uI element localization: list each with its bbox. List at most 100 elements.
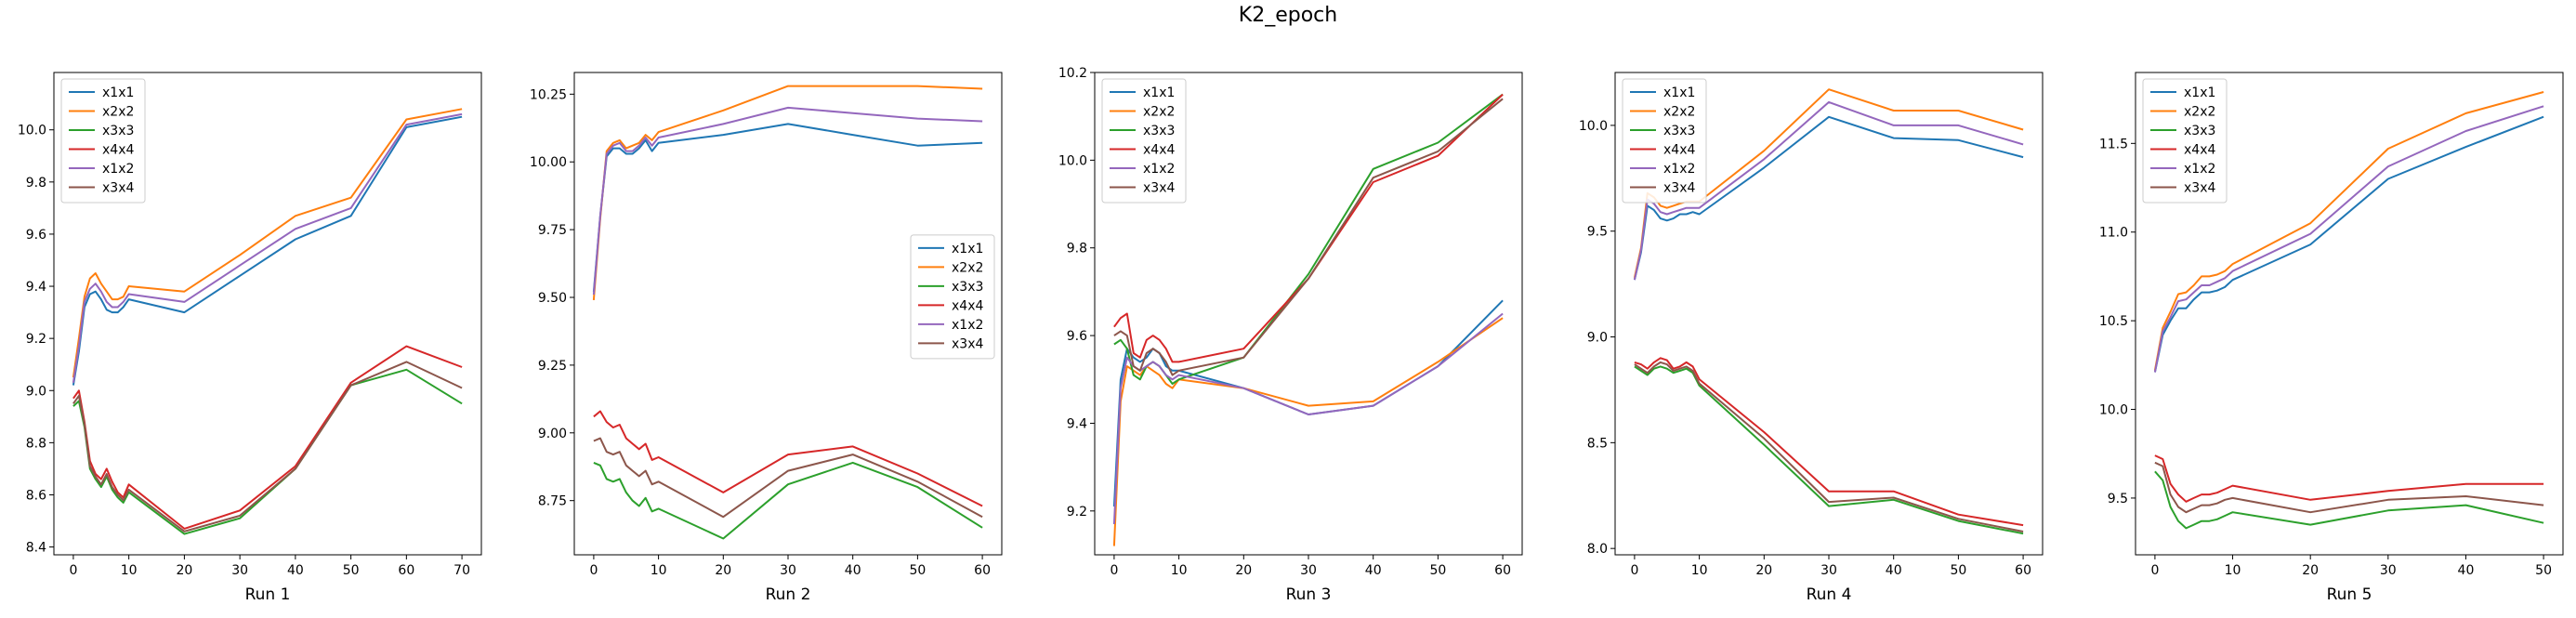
legend-box: [2142, 78, 2228, 204]
legend-box: [910, 234, 995, 360]
series-line-x1x1: [2153, 115, 2544, 373]
x-tick-label: 50: [909, 563, 926, 578]
legend-label-x1x2: x1x2: [1143, 162, 1175, 177]
series-line-x1x2: [1112, 312, 1504, 525]
y-tick-label: 9.2: [26, 332, 46, 347]
y-tick-label: 9.75: [538, 223, 567, 238]
legend-label-x2x2: x2x2: [1143, 105, 1175, 120]
series-line-x1x1: [72, 115, 463, 386]
legend-label-x1x1: x1x1: [952, 242, 983, 256]
series-line-x1x1: [1633, 115, 2024, 281]
legend: x1x1 x2x2 x3x3 x4x4 x1x2 x3x4: [2142, 78, 2228, 204]
x-axis-label: Run 5: [2327, 585, 2372, 604]
y-tick-label: 8.4: [26, 541, 46, 556]
x-tick-label: 10: [1171, 563, 1188, 578]
chart-panel-1: 0 10 20 30 40 50 60 70 8.4 8.6 8.8 9.0 9.2 9.4 9.6 9.8 1…: [18, 72, 482, 604]
chart-panel-3: 0 10 20 30 40 50 60 9.2 9.4 9.6 9.8 10.0 10.2 Run 3 x1…: [1058, 66, 1523, 604]
x-tick-label: 0: [1630, 563, 1638, 578]
series-line-x2x2: [592, 85, 983, 300]
x-tick-label: 60: [398, 563, 414, 578]
series-line-x3x4: [1113, 98, 1504, 376]
legend-label-x1x1: x1x1: [1143, 85, 1175, 100]
y-tick-label: 9.4: [1067, 416, 1087, 431]
legend: x1x1 x2x2 x3x3 x4x4 x1x2 x3x4: [1101, 78, 1187, 204]
series-line-x2x2: [72, 108, 463, 378]
legend-label-x3x4: x3x4: [1663, 181, 1695, 196]
legend-box: [1622, 78, 1707, 204]
series-line-x1x1: [592, 123, 983, 293]
x-tick-label: 0: [589, 563, 598, 578]
y-tick-label: 11.5: [2099, 137, 2128, 151]
plot-frame: [53, 72, 482, 556]
series-line-x1x1: [1112, 299, 1504, 507]
legend-label-x4x4: x4x4: [952, 298, 983, 313]
x-tick-label: 0: [2150, 563, 2159, 578]
y-tick-label: 10.00: [530, 155, 567, 170]
x-tick-label: 20: [2302, 563, 2319, 578]
y-tick-label: 9.8: [26, 176, 46, 191]
y-tick-label: 8.6: [26, 488, 46, 503]
x-tick-label: 50: [1950, 563, 1966, 578]
y-tick-label: 10.0: [2099, 403, 2128, 418]
x-tick-label: 20: [715, 563, 731, 578]
legend-label-x3x3: x3x3: [1143, 124, 1175, 138]
legend-label-x1x2: x1x2: [102, 162, 134, 177]
x-tick-label: 10: [121, 563, 138, 578]
series-line-x3x4: [72, 361, 463, 533]
x-tick-label: 10: [651, 563, 667, 578]
series-line-x4x4: [1634, 357, 2024, 527]
x-tick-label: 60: [974, 563, 991, 578]
legend-label-x3x3: x3x3: [2184, 124, 2215, 138]
legend-label-x1x1: x1x1: [102, 85, 134, 100]
series-line-x3x3: [593, 461, 983, 540]
legend-box: [1101, 78, 1187, 204]
chart-panel-2: 0 10 20 30 40 50 60 8.75 9.00 9.25 9.50 9.75 10.00 10…: [530, 72, 1003, 604]
x-tick-label: 30: [1300, 563, 1317, 578]
legend-label-x3x4: x3x4: [1143, 181, 1175, 196]
x-tick-label: 0: [1110, 563, 1118, 578]
legend-label-x4x4: x4x4: [1143, 143, 1175, 158]
legend-label-x2x2: x2x2: [102, 105, 134, 120]
x-tick-label: 10: [1691, 563, 1708, 578]
y-tick-label: 9.8: [1067, 242, 1087, 256]
x-axis-label: Run 1: [245, 585, 291, 604]
y-tick-label: 10.5: [2099, 314, 2128, 329]
x-tick-label: 30: [2380, 563, 2397, 578]
x-tick-label: 30: [780, 563, 796, 578]
y-tick-label: 10.0: [1058, 153, 1087, 168]
x-tick-label: 40: [287, 563, 304, 578]
y-tick-label: 9.2: [1067, 505, 1087, 519]
legend-label-x4x4: x4x4: [2184, 143, 2215, 158]
series-line-x3x4: [1634, 361, 2024, 533]
y-tick-label: 8.0: [1587, 542, 1608, 557]
x-tick-label: 50: [1429, 563, 1446, 578]
series-line-x4x4: [72, 345, 463, 530]
y-tick-label: 9.5: [2108, 492, 2128, 506]
x-tick-label: 0: [69, 563, 77, 578]
y-tick-label: 9.6: [26, 228, 46, 243]
legend-label-x3x4: x3x4: [2184, 181, 2215, 196]
y-tick-label: 9.0: [1587, 331, 1608, 346]
legend-label-x1x1: x1x1: [1663, 85, 1695, 100]
legend-label-x4x4: x4x4: [102, 143, 134, 158]
x-tick-label: 60: [2015, 563, 2031, 578]
legend-label-x4x4: x4x4: [1663, 143, 1695, 158]
x-tick-label: 60: [1494, 563, 1511, 578]
x-axis-label: Run 4: [1807, 585, 1852, 604]
y-tick-label: 9.50: [538, 291, 567, 306]
series-line-x2x2: [2153, 91, 2544, 371]
series-line-x3x4: [593, 437, 983, 519]
y-tick-label: 9.00: [538, 427, 567, 441]
x-tick-label: 50: [2535, 563, 2552, 578]
legend-label-x3x4: x3x4: [102, 181, 134, 196]
y-tick-label: 10.0: [18, 124, 46, 138]
series-line-x4x4: [593, 410, 983, 507]
series-line-x3x3: [72, 368, 463, 535]
y-tick-label: 9.6: [1067, 329, 1087, 344]
x-tick-label: 70: [453, 563, 470, 578]
x-axis-label: Run 3: [1286, 585, 1332, 604]
x-tick-label: 40: [2458, 563, 2475, 578]
x-tick-label: 20: [176, 563, 192, 578]
legend-label-x2x2: x2x2: [1663, 105, 1695, 120]
